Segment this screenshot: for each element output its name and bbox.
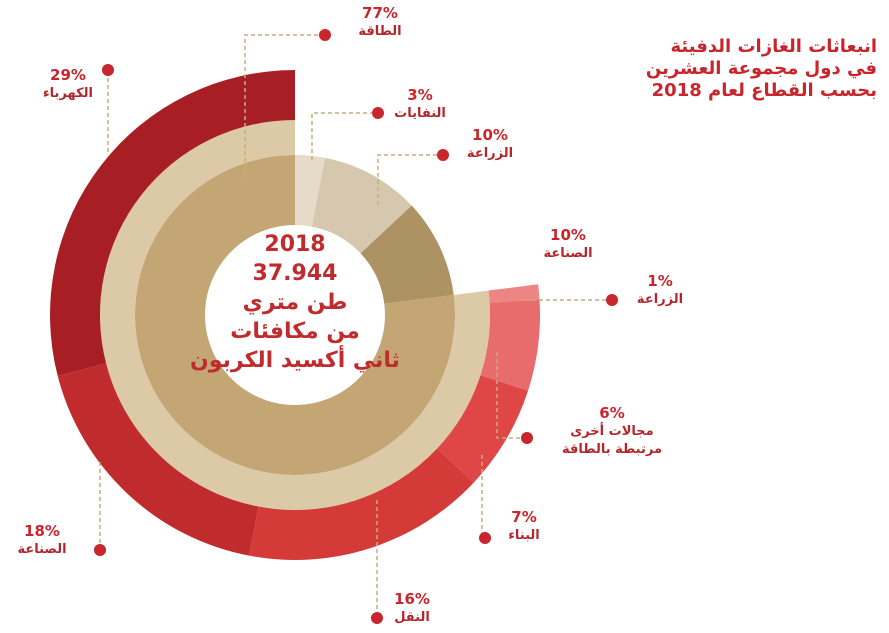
label-dot <box>479 532 491 544</box>
outer-segment <box>480 299 540 391</box>
label-dot <box>521 432 533 444</box>
center-line: 2018 <box>264 232 326 257</box>
value-label: 18% <box>24 522 60 540</box>
center-line: ثاني أكسيد الكربون <box>190 348 400 373</box>
value-label: 29% <box>50 66 86 84</box>
title: انبعاثات الغازات الدفيئة في دول مجموعة ا… <box>646 36 877 102</box>
label-dot <box>372 107 384 119</box>
title-line: في دول مجموعة العشرين <box>645 58 877 79</box>
label-dot <box>94 544 106 556</box>
category-label: النفايات <box>394 106 446 121</box>
category-label: الطاقة <box>358 24 402 39</box>
label-dot <box>102 64 114 76</box>
category-label: الزراعة <box>466 146 514 161</box>
label-dot <box>371 612 383 624</box>
outer-segment <box>488 284 540 303</box>
title-line: بحسب القطاع لعام 2018 <box>651 80 877 101</box>
value-label: 6% <box>599 404 625 422</box>
label-dot <box>319 29 331 41</box>
leader-line <box>377 154 437 205</box>
value-label: 1% <box>647 272 673 290</box>
leader-line <box>311 112 372 160</box>
inner-segment <box>311 157 412 254</box>
value-label: 3% <box>407 86 433 104</box>
label-dot <box>606 294 618 306</box>
value-label: 10% <box>550 226 586 244</box>
value-label: 10% <box>472 126 508 144</box>
value-label: 16% <box>394 590 430 608</box>
category-label: مجالات أخرى مرتبطة بالطاقة <box>562 424 662 457</box>
category-label: الزراعة <box>636 292 684 307</box>
inner-segment <box>135 155 455 475</box>
category-label: الصناعة <box>17 542 67 557</box>
value-label: 7% <box>511 508 537 526</box>
category-label: البناء <box>508 528 540 543</box>
inner-segment <box>295 155 325 227</box>
leader-line <box>496 352 521 439</box>
category-label: الكهرباء <box>43 86 93 101</box>
center-line: 37.944 <box>252 261 338 286</box>
category-label: النقل <box>394 610 430 625</box>
inner-segment <box>360 205 454 304</box>
outer-segment <box>57 363 259 556</box>
outer-segment <box>50 70 295 376</box>
center-line: من مكافئات <box>230 319 360 344</box>
outer-segment <box>249 448 474 560</box>
center-line: طن متري <box>242 290 348 315</box>
label-dot <box>437 149 449 161</box>
center-text: 2018 37.944 طن متري من مكافئات ثاني أكسي… <box>190 230 400 375</box>
title-line: انبعاثات الغازات الدفيئة <box>670 36 877 57</box>
value-label: 77% <box>362 4 398 22</box>
category-label: الصناعة <box>543 246 593 261</box>
outer-segment <box>437 375 529 483</box>
leader-line <box>244 34 319 190</box>
